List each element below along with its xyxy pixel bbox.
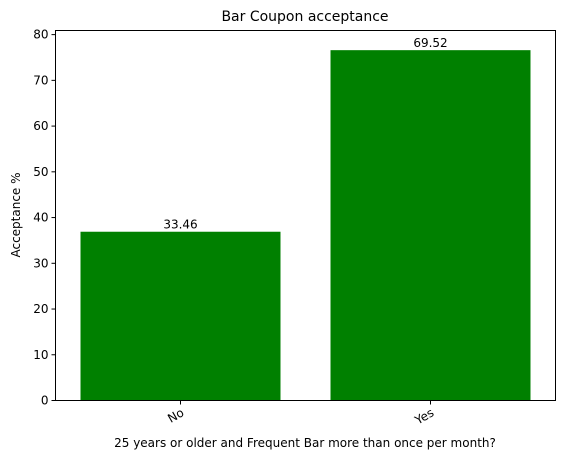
y-tick-label: 40 xyxy=(33,211,48,225)
chart-title: Bar Coupon acceptance xyxy=(221,9,388,25)
y-tick-label: 60 xyxy=(33,119,48,133)
bar xyxy=(80,231,281,401)
x-axis-label: 25 years or older and Frequent Bar more … xyxy=(114,436,496,450)
bars-group: 33.46 69.52 xyxy=(80,36,531,401)
bar-data-label: 69.52 xyxy=(413,36,447,50)
y-tick-label: 50 xyxy=(33,165,48,179)
bar xyxy=(330,50,531,401)
bar-data-label: 33.46 xyxy=(163,218,197,232)
y-tick-label: 20 xyxy=(33,302,48,316)
y-tick-label: 80 xyxy=(33,28,48,42)
y-tick-label: 10 xyxy=(33,348,48,362)
y-axis: 0 10 20 30 40 50 60 70 80 xyxy=(33,28,56,408)
y-tick-label: 30 xyxy=(33,256,48,270)
y-tick-label: 0 xyxy=(41,394,49,408)
y-tick-label: 70 xyxy=(33,73,48,87)
y-axis-label: Acceptance % xyxy=(9,172,23,257)
plot-frame xyxy=(55,30,556,401)
